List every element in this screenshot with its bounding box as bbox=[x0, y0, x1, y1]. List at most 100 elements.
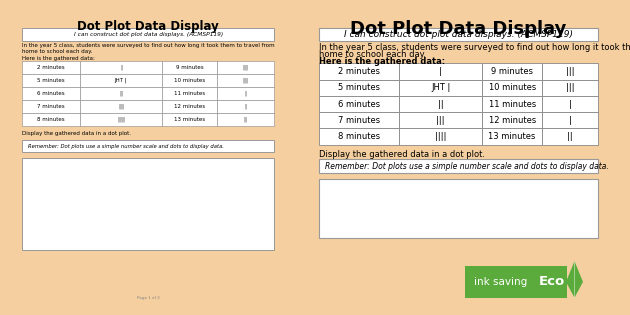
Text: ||: || bbox=[244, 117, 248, 122]
Bar bbox=[162, 100, 217, 113]
Text: Here is the gathered data:: Here is the gathered data: bbox=[22, 56, 95, 61]
Text: In the year 5 class, students were surveyed to find out how long it took them to: In the year 5 class, students were surve… bbox=[319, 43, 630, 52]
Bar bbox=[80, 61, 162, 74]
Text: |||: ||| bbox=[243, 65, 249, 70]
Bar bbox=[464, 266, 566, 298]
Text: ||||: |||| bbox=[117, 117, 125, 122]
Bar bbox=[542, 63, 598, 80]
Text: 13 minutes: 13 minutes bbox=[174, 117, 205, 122]
Bar bbox=[217, 87, 275, 100]
Text: |: | bbox=[439, 67, 442, 76]
Bar bbox=[542, 112, 598, 129]
Text: 12 minutes: 12 minutes bbox=[174, 104, 205, 109]
Bar bbox=[399, 96, 483, 112]
Text: |||: ||| bbox=[118, 104, 124, 109]
Bar bbox=[542, 80, 598, 96]
Text: Eco: Eco bbox=[539, 275, 565, 289]
Text: 9 minutes: 9 minutes bbox=[491, 67, 533, 76]
FancyBboxPatch shape bbox=[22, 28, 275, 41]
Text: |: | bbox=[244, 104, 247, 109]
Text: 13 minutes: 13 minutes bbox=[488, 132, 536, 141]
Bar bbox=[399, 129, 483, 145]
Text: |: | bbox=[569, 100, 571, 109]
Bar bbox=[319, 80, 399, 96]
Bar bbox=[483, 80, 542, 96]
Bar bbox=[22, 87, 80, 100]
FancyBboxPatch shape bbox=[319, 27, 598, 41]
Bar bbox=[319, 129, 399, 145]
Bar bbox=[22, 61, 80, 74]
Text: I can construct dot plot data displays. (ACMSP119): I can construct dot plot data displays. … bbox=[74, 32, 223, 37]
Text: 10 minutes: 10 minutes bbox=[174, 78, 205, 83]
Bar bbox=[80, 100, 162, 113]
Text: Display the gathered data in a dot plot.: Display the gathered data in a dot plot. bbox=[319, 150, 485, 159]
Text: |: | bbox=[569, 116, 571, 125]
Text: JHT |: JHT | bbox=[115, 77, 127, 83]
Bar bbox=[319, 112, 399, 129]
Bar bbox=[217, 100, 275, 113]
Text: 11 minutes: 11 minutes bbox=[174, 91, 205, 96]
Text: |||: ||| bbox=[566, 67, 575, 76]
Text: 2 minutes: 2 minutes bbox=[338, 67, 380, 76]
FancyBboxPatch shape bbox=[319, 159, 598, 173]
Text: 7 minutes: 7 minutes bbox=[338, 116, 380, 125]
Text: I can construct dot plot data displays. (ACMSP119): I can construct dot plot data displays. … bbox=[344, 30, 573, 38]
FancyBboxPatch shape bbox=[319, 179, 598, 238]
Text: In the year 5 class, students were surveyed to find out how long it took them to: In the year 5 class, students were surve… bbox=[22, 43, 275, 48]
Bar bbox=[217, 61, 275, 74]
Polygon shape bbox=[566, 261, 583, 298]
Bar bbox=[399, 80, 483, 96]
Bar bbox=[483, 63, 542, 80]
Bar bbox=[162, 61, 217, 74]
Text: |: | bbox=[244, 90, 247, 96]
Bar bbox=[483, 96, 542, 112]
Text: 6 minutes: 6 minutes bbox=[338, 100, 380, 109]
Text: ||: || bbox=[438, 100, 444, 109]
Text: |||: ||| bbox=[243, 77, 249, 83]
Text: ||: || bbox=[119, 90, 123, 96]
Text: 11 minutes: 11 minutes bbox=[488, 100, 536, 109]
Bar bbox=[162, 74, 217, 87]
Text: 8 minutes: 8 minutes bbox=[37, 117, 65, 122]
Text: 8 minutes: 8 minutes bbox=[338, 132, 380, 141]
Bar bbox=[399, 63, 483, 80]
Text: 10 minutes: 10 minutes bbox=[488, 83, 536, 92]
Text: Remember: Dot plots use a simple number scale and dots to display data.: Remember: Dot plots use a simple number … bbox=[28, 144, 224, 149]
Text: Dot Plot Data Display: Dot Plot Data Display bbox=[350, 20, 567, 38]
Bar bbox=[80, 74, 162, 87]
Text: 12 minutes: 12 minutes bbox=[488, 116, 536, 125]
Bar bbox=[80, 113, 162, 126]
Bar bbox=[217, 74, 275, 87]
Text: 9 minutes: 9 minutes bbox=[176, 65, 203, 70]
Text: home to school each day.: home to school each day. bbox=[319, 50, 426, 59]
Text: ink saving: ink saving bbox=[474, 277, 527, 287]
Text: Page 1 of 2: Page 1 of 2 bbox=[137, 296, 160, 300]
Text: |||: ||| bbox=[566, 83, 575, 92]
Text: Display the gathered data in a dot plot.: Display the gathered data in a dot plot. bbox=[22, 131, 131, 136]
Bar bbox=[22, 100, 80, 113]
Text: JHT |: JHT | bbox=[431, 83, 450, 92]
Text: ||: || bbox=[567, 132, 573, 141]
Text: 5 minutes: 5 minutes bbox=[37, 78, 65, 83]
Bar bbox=[483, 129, 542, 145]
Text: |: | bbox=[120, 65, 122, 70]
Bar bbox=[162, 113, 217, 126]
Text: Dot Plot Data Display: Dot Plot Data Display bbox=[77, 20, 219, 33]
Text: 6 minutes: 6 minutes bbox=[37, 91, 65, 96]
Text: home to school each day.: home to school each day. bbox=[22, 49, 93, 54]
Text: 2 minutes: 2 minutes bbox=[37, 65, 65, 70]
Bar bbox=[80, 87, 162, 100]
Bar bbox=[217, 113, 275, 126]
Text: 5 minutes: 5 minutes bbox=[338, 83, 380, 92]
Text: |||: ||| bbox=[437, 116, 445, 125]
Bar bbox=[483, 112, 542, 129]
Bar bbox=[542, 129, 598, 145]
FancyBboxPatch shape bbox=[22, 158, 275, 249]
Text: Here is the gathered data:: Here is the gathered data: bbox=[319, 57, 445, 66]
Text: ||||: |||| bbox=[435, 132, 447, 141]
Text: 7 minutes: 7 minutes bbox=[37, 104, 65, 109]
Bar bbox=[399, 112, 483, 129]
Bar bbox=[22, 113, 80, 126]
FancyBboxPatch shape bbox=[22, 140, 275, 152]
Text: Remember: Dot plots use a simple number scale and dots to display data.: Remember: Dot plots use a simple number … bbox=[325, 162, 609, 171]
